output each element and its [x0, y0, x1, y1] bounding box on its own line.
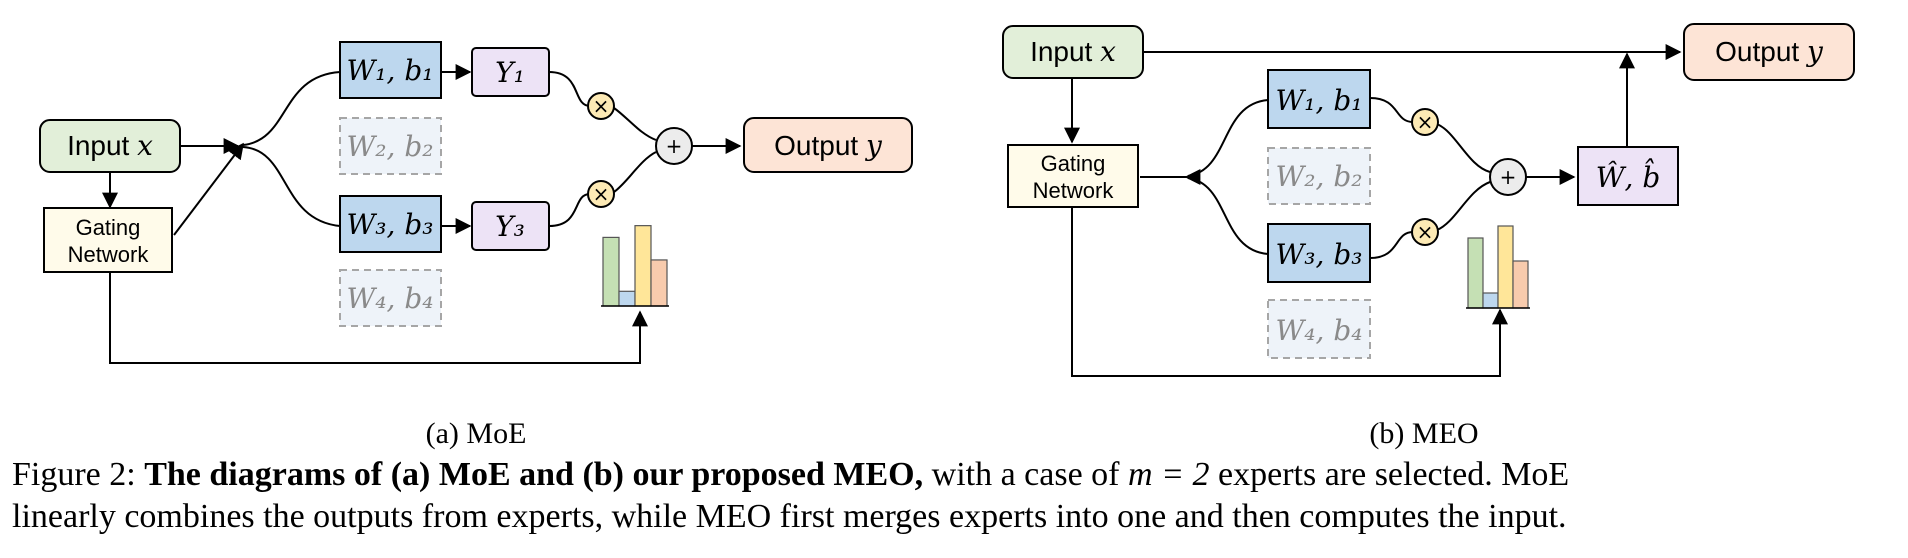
meo-edge-w1-mul: [1369, 97, 1414, 123]
figure-diagrams: Input x Gating Network W₁, b₁ W₂, b₂ W₃,…: [39, 23, 1855, 450]
caption-bold: The diagrams of (a) MoE and (b) our prop…: [144, 456, 924, 493]
moe-edge-y1-mul: [548, 71, 591, 107]
moe-multiply-top-icon: [587, 92, 615, 120]
meo-expert-4: [1267, 299, 1371, 359]
moe-input-label: Input x: [67, 129, 153, 162]
meo-edge-w3-mul: [1369, 231, 1414, 259]
moe-gate-bar-4: [650, 259, 668, 307]
meo-merged-box: [1577, 146, 1679, 206]
meo-merged-label: Ŵ, b̂: [1596, 159, 1661, 194]
meo-edge-split-w1: [1187, 99, 1269, 177]
caption-line-2: linearly combines the outputs from exper…: [12, 498, 1567, 535]
moe-edge-y3-mul: [548, 193, 591, 227]
moe-output-label: Output y: [774, 129, 883, 162]
moe-gate-bar-1: [602, 236, 620, 307]
meo-gating-line2: Network: [1033, 178, 1115, 203]
moe-y1-box: [471, 47, 550, 97]
moe-gating-box: [43, 207, 173, 273]
moe-input-box: [39, 119, 181, 173]
meo-multiply-top-icon: [1411, 108, 1439, 136]
moe-diagram: Input x Gating Network W₁, b₁ W₂, b₂ W₃,…: [39, 41, 913, 450]
meo-gate-bar-3: [1497, 225, 1514, 309]
meo-plus-icon: [1489, 158, 1527, 196]
caption-math: m = 2: [1128, 456, 1210, 493]
moe-expert-3-label: W₃, b₃: [347, 208, 434, 241]
moe-y3-label: Y₃: [495, 210, 525, 243]
moe-gate-bar-3: [634, 225, 652, 307]
meo-input-label: Input x: [1030, 35, 1116, 68]
caption-label: Figure 2:: [12, 456, 145, 493]
moe-expert-2-label: W₂, b₂: [347, 130, 434, 163]
moe-subcaption: (a) MoE: [426, 417, 527, 450]
moe-gating-line1: Gating: [76, 215, 141, 240]
moe-expert-1-label: W₁, b₁: [347, 54, 434, 87]
meo-gate-weight-chart: [1466, 225, 1530, 309]
meo-gate-bar-2: [1482, 292, 1499, 309]
moe-gate-weight-chart: [601, 225, 669, 307]
meo-subcaption: (b) MEO: [1369, 417, 1478, 450]
caption-line-1: Figure 2: The diagrams of (a) MoE and (b…: [12, 454, 1902, 496]
meo-multiply-top-sign: ×: [1417, 110, 1434, 134]
moe-expert-3: [339, 195, 442, 253]
meo-expert-1: [1267, 69, 1371, 129]
moe-edge-split-w3: [242, 146, 341, 227]
meo-expert-1-label: W₁, b₁: [1276, 84, 1363, 117]
moe-edge-gating-split: [173, 142, 244, 236]
moe-y3-box: [471, 201, 550, 251]
moe-gate-bar-2: [618, 290, 636, 307]
moe-plus-sign: +: [666, 134, 683, 158]
moe-edge-gating-weights: [109, 272, 648, 364]
meo-expert-4-label: W₄, b₄: [1276, 314, 1363, 347]
meo-gate-bar-1: [1467, 237, 1484, 309]
meo-expert-3-label: W₃, b₃: [1276, 238, 1363, 271]
meo-expert-2-label: W₂, b₂: [1276, 160, 1363, 193]
moe-expert-4: [339, 269, 442, 327]
meo-output-label: Output y: [1715, 35, 1824, 68]
meo-expert-3: [1267, 223, 1371, 283]
moe-gating-line2: Network: [68, 242, 150, 267]
caption-text-2: experts are selected. MoE: [1209, 456, 1570, 493]
moe-output-box: [743, 117, 913, 173]
meo-edge-mul-plus-bottom: [1436, 181, 1491, 231]
moe-expert-1: [339, 41, 442, 99]
meo-expert-2: [1267, 147, 1371, 205]
moe-multiply-top-sign: ×: [593, 94, 610, 118]
moe-expert-4-label: W₄, b₄: [347, 282, 434, 315]
moe-edge-mul-plus-top: [613, 107, 657, 141]
meo-multiply-bottom-sign: ×: [1417, 220, 1434, 244]
meo-gate-bar-4: [1512, 260, 1529, 309]
figure-caption: Figure 2: The diagrams of (a) MoE and (b…: [12, 454, 1902, 538]
meo-edge-mul-plus-top: [1436, 123, 1491, 173]
meo-gating-line1: Gating: [1041, 151, 1106, 176]
meo-plus-sign: +: [1500, 165, 1517, 189]
meo-input-box: [1002, 25, 1144, 79]
moe-edge-split-w1: [242, 71, 341, 146]
meo-output-box: [1683, 23, 1855, 81]
meo-edge-gating-weights: [1071, 207, 1508, 377]
moe-multiply-bottom-sign: ×: [593, 182, 610, 206]
moe-plus-icon: [655, 127, 693, 165]
moe-y1-label: Y₁: [495, 56, 525, 89]
meo-gating-box: [1007, 144, 1139, 208]
moe-multiply-bottom-icon: [587, 180, 615, 208]
meo-multiply-bottom-icon: [1411, 218, 1439, 246]
moe-edge-mul-plus-bottom: [613, 151, 657, 193]
caption-text-1: with a case of: [923, 456, 1129, 493]
meo-diagram: Input x Gating Network W₁, b₁ W₂, b₂ W₃,…: [1002, 23, 1855, 450]
moe-expert-2: [339, 117, 442, 175]
meo-edge-split-w3: [1187, 177, 1269, 255]
